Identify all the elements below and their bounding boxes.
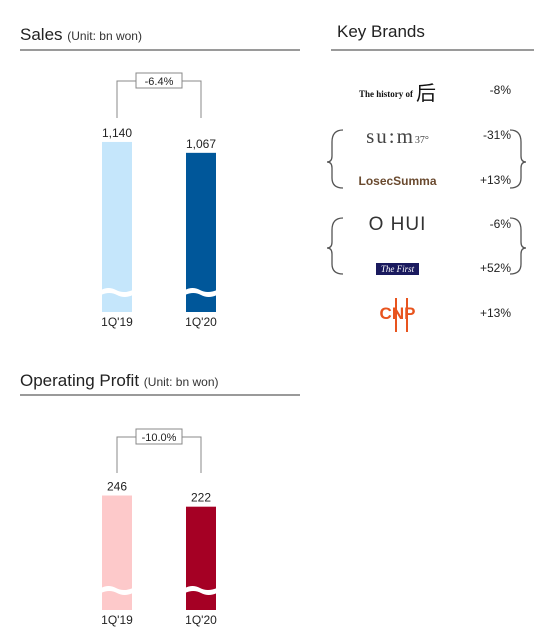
key-brands-rule <box>331 49 534 51</box>
sales-title: Sales (Unit: bn won) <box>20 25 142 45</box>
brand-logo-thefirst: The First <box>335 255 460 283</box>
key-brands-title-text: Key Brands <box>337 22 425 41</box>
sales-change-box <box>135 72 183 89</box>
sales-axis-break-2 <box>185 288 217 297</box>
op-profit-chart: 246 1Q'19 222 1Q'20 -10.0% <box>101 428 217 627</box>
brand-row-losecsumma: LosecSumma +13% <box>335 167 525 195</box>
op-profit-axis-break-2 <box>185 586 217 595</box>
sales-axis-break-1 <box>101 288 133 297</box>
brand-change-thefirst: +52% <box>479 261 511 275</box>
brand-change-losecsumma: +13% <box>479 173 511 187</box>
brand-logo-cnp: CNP <box>335 298 460 332</box>
logo-cnp-text: CNP <box>380 298 415 332</box>
brand-row-sum37: su:m37° -31% <box>335 122 525 150</box>
op-profit-unit: (Unit: bn won) <box>143 375 219 389</box>
sales-unit: (Unit: bn won) <box>67 29 142 43</box>
logo-history-text: The history of 后 <box>359 82 436 105</box>
brand-change-history: -8% <box>489 83 511 97</box>
brand-logo-losecsumma: LosecSumma <box>335 167 460 195</box>
sales-title-text: Sales <box>20 25 63 44</box>
bracket-left-1 <box>326 129 344 189</box>
logo-thefirst-text: The First <box>375 263 420 275</box>
brand-logo-sum37: su:m37° <box>335 122 460 150</box>
brand-change-sum37: -31% <box>482 128 511 142</box>
op-profit-value-label-2: 222 <box>191 491 211 505</box>
sales-category-label-2: 1Q'20 <box>185 315 217 329</box>
sales-change-label: -6.4% <box>145 76 174 88</box>
op-profit-value-label-1: 246 <box>107 480 127 494</box>
brand-change-ohui: -6% <box>489 217 511 231</box>
sales-value-label-2: 1,067 <box>186 137 216 151</box>
sales-bar-1 <box>102 141 132 312</box>
sales-category-label-1: 1Q'19 <box>101 315 133 329</box>
op-profit-category-label-2: 1Q'20 <box>185 613 217 627</box>
bracket-right-1 <box>509 129 527 189</box>
op-profit-axis-break-1 <box>101 586 133 595</box>
logo-losecsumma-text: LosecSumma <box>358 174 437 188</box>
sales-title-rule <box>20 49 300 51</box>
bracket-right-2 <box>509 217 527 275</box>
logo-sum37-text: su:m37° <box>366 123 429 148</box>
sales-chart: 1,140 1Q'19 1,067 1Q'20 -6.4% <box>101 72 217 329</box>
brand-logo-ohui: O HUI <box>335 211 460 239</box>
op-profit-title-rule <box>20 394 300 396</box>
op-profit-category-label-1: 1Q'19 <box>101 613 133 627</box>
op-profit-title: Operating Profit (Unit: bn won) <box>20 371 219 391</box>
bracket-left-2 <box>326 217 344 275</box>
brand-row-history: The history of 后 -8% <box>335 77 525 105</box>
logo-ohui-text: O HUI <box>368 214 427 235</box>
op-profit-change-box <box>135 428 183 445</box>
sales-bar-2 <box>186 152 216 312</box>
key-brands-title: Key Brands <box>337 22 425 42</box>
brand-row-cnp: CNP +13% <box>335 298 525 332</box>
brand-row-thefirst: The First +52% <box>335 255 525 283</box>
sales-value-label-1: 1,140 <box>102 126 132 140</box>
brand-row-ohui: O HUI -6% <box>335 211 525 239</box>
op-profit-title-text: Operating Profit <box>20 371 140 390</box>
op-profit-change-label: -10.0% <box>142 432 177 444</box>
brand-logo-history: The history of 后 <box>335 77 460 105</box>
brand-change-cnp: +13% <box>479 306 511 320</box>
